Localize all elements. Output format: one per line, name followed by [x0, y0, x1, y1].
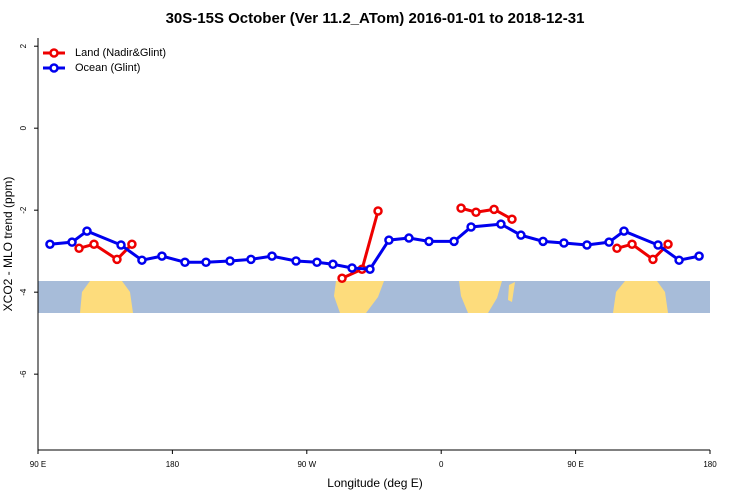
land-map [613, 281, 668, 313]
data-point [246, 254, 256, 265]
data-point [449, 236, 459, 247]
data-point [424, 236, 434, 247]
x-tick-label: 0 [439, 460, 444, 469]
data-point [337, 273, 347, 283]
data-point [404, 233, 414, 243]
x-tick-label: 90 W [297, 460, 316, 469]
data-point [384, 235, 394, 245]
data-point [89, 239, 99, 249]
data-point [694, 251, 704, 261]
data-point [74, 243, 84, 254]
data-point [489, 204, 499, 215]
data-point [116, 240, 126, 250]
data-point [538, 236, 548, 247]
x-axis-label: Longitude (deg E) [327, 476, 422, 490]
data-point [267, 251, 277, 261]
data-point [157, 251, 167, 261]
data-point [653, 240, 663, 250]
data-point [648, 254, 658, 265]
data-point [112, 254, 122, 265]
data-point [127, 239, 137, 249]
y-tick-label: -2 [19, 206, 28, 214]
data-point [496, 219, 506, 229]
data-point [312, 257, 322, 267]
data-point [291, 256, 301, 266]
data-point [373, 206, 383, 216]
data-point [82, 226, 92, 236]
data-point [663, 239, 673, 249]
data-point [67, 237, 77, 247]
data-point [225, 256, 235, 266]
y-tick-label: -6 [19, 370, 28, 378]
data-point [466, 222, 476, 232]
chart-title: 30S-15S October (Ver 11.2_ATom) 2016-01-… [166, 10, 585, 27]
x-tick-label: 90 E [567, 460, 583, 469]
legend-label: Land (Nadir&Glint) [75, 47, 166, 59]
y-tick-label: 0 [19, 125, 28, 130]
data-point [137, 255, 147, 265]
data-point [471, 207, 481, 217]
data-point [328, 259, 338, 270]
data-point [456, 203, 466, 213]
data-point [180, 257, 190, 267]
legend-marker [49, 63, 59, 73]
land-map [508, 282, 515, 302]
data-point [604, 237, 614, 247]
data-point [674, 255, 684, 265]
x-tick-label: 90 E [30, 460, 46, 469]
data-point [45, 239, 55, 249]
series-line [49, 222, 700, 271]
data-point [559, 238, 569, 248]
data-point [365, 264, 375, 274]
x-tick-label: 180 [703, 460, 717, 469]
x-tick-label: 180 [166, 460, 180, 469]
data-point [347, 263, 357, 273]
map-strip [38, 281, 710, 313]
land-map [334, 281, 384, 313]
land-map [80, 281, 133, 313]
y-axis-label: XCO2 - MLO trend (ppm) [1, 177, 15, 312]
data-point [516, 230, 526, 240]
y-tick-label: -4 [19, 288, 28, 296]
data-point [612, 243, 622, 254]
data-point [507, 214, 517, 224]
data-point [627, 239, 637, 249]
data-point [619, 226, 629, 236]
legend-marker [49, 48, 59, 58]
y-tick-label: 2 [19, 43, 28, 48]
land-map [459, 281, 502, 313]
data-point [201, 257, 211, 267]
legend-label: Ocean (Glint) [75, 62, 140, 74]
data-point [582, 240, 592, 250]
